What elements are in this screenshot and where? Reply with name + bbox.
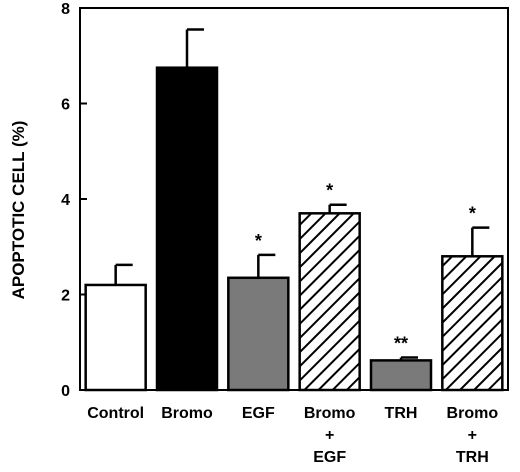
y-axis-label: APOPTOTIC CELL (%) (9, 121, 28, 300)
category-label: TRH (456, 449, 489, 466)
bar-2 (227, 276, 290, 392)
y-tick-label: 6 (61, 97, 70, 114)
y-tick-label: 0 (61, 383, 70, 400)
category-label: EGF (242, 405, 275, 422)
category-label: + (325, 427, 334, 444)
significance-marker: * (469, 204, 476, 224)
category-label: Control (87, 405, 144, 422)
category-label: Bromo (447, 405, 499, 422)
category-label: TRH (385, 405, 418, 422)
bar-0 (84, 283, 147, 392)
significance-marker: * (255, 231, 262, 251)
y-tick-label: 2 (61, 288, 70, 305)
bar-1 (155, 66, 219, 392)
category-label: + (468, 427, 477, 444)
bar-5 (441, 255, 504, 392)
plot-area: 0 2 4 6 8 Control Bromo * EGF * Bromo + EGF ** TRH * Bro… (61, 1, 509, 466)
significance-marker: ** (394, 334, 408, 354)
category-label: Bromo (304, 405, 356, 422)
bar-4 (369, 359, 433, 392)
category-label: Bromo (161, 405, 213, 422)
bar-3 (298, 212, 361, 392)
significance-marker: * (326, 181, 333, 201)
category-label: EGF (313, 449, 346, 466)
y-tick-label: 4 (61, 192, 70, 209)
y-tick-label: 8 (61, 1, 70, 18)
